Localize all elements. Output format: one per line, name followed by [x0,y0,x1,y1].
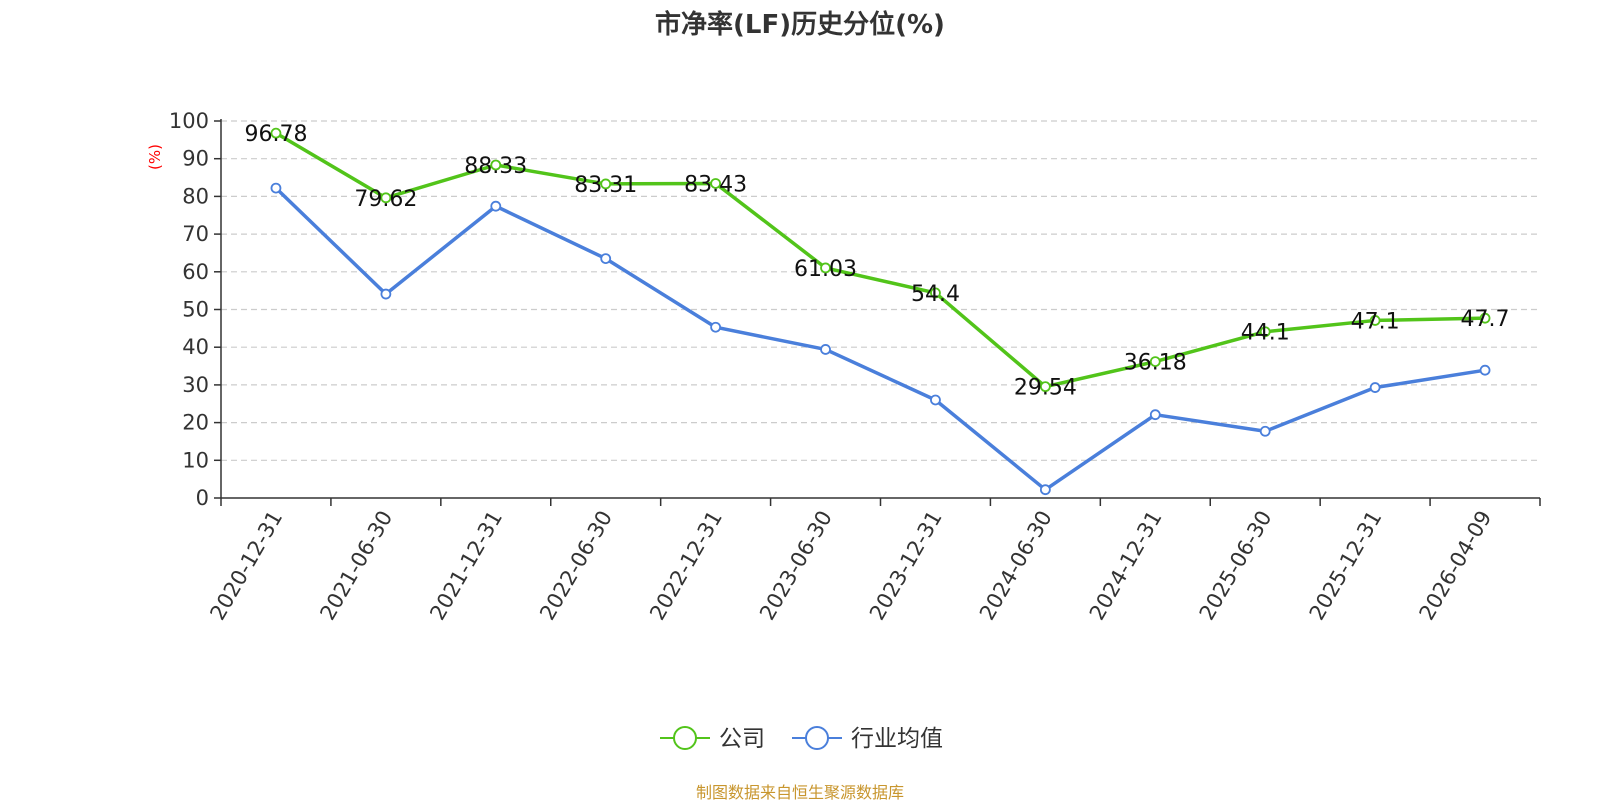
data-label-s0-4: 83.43 [684,172,747,197]
point-s0-1[interactable] [380,192,392,204]
series-lines [270,127,1491,496]
x-tick-label-2025-12-31: 2025-12-31 [1305,507,1387,625]
point-s1-3[interactable] [600,253,612,265]
x-tick-label-2022-06-30: 2022-06-30 [535,507,617,625]
point-s0-9[interactable] [1259,326,1271,338]
data-label-s0-1: 79.62 [354,187,417,212]
point-s0-7[interactable] [1039,381,1051,393]
y-axis-label: (%) [146,144,164,170]
point-s1-11[interactable] [1479,364,1491,376]
legend-label-1: 行业均值 [851,726,943,752]
y-tick-label-90: 90 [182,147,209,171]
data-labels: 96.78 79.62 88.33 83.31 83.43 61.03 54.4 29.54 3… [244,122,1509,400]
y-tick-label-10: 10 [182,448,209,472]
x-tick-label-2023-06-30: 2023-06-30 [755,507,837,625]
point-s0-4[interactable] [710,178,722,189]
x-tick-label-2025-06-30: 2025-06-30 [1195,507,1277,625]
point-s1-5[interactable] [820,344,831,355]
point-s1-8[interactable] [1149,409,1161,421]
data-label-s0-11: 47.7 [1461,307,1510,332]
legend-marker-icon-1 [805,726,829,750]
legend[interactable]: 公司 行业均值 [660,726,943,752]
legend-marker-icon-0 [673,726,697,750]
point-s1-0[interactable] [270,182,282,194]
point-s1-6[interactable] [930,394,941,406]
point-s0-11[interactable] [1479,312,1491,324]
y-tick-label-0: 0 [196,486,209,510]
point-s1-10[interactable] [1369,382,1381,393]
legend-label-0: 公司 [719,726,765,752]
legend-item-0[interactable]: 公司 [660,726,765,752]
point-s1-4[interactable] [710,321,722,333]
point-s1-9[interactable] [1259,425,1271,437]
y-tick-label-60: 60 [182,260,209,284]
point-s0-10[interactable] [1369,315,1381,326]
y-tick-label-40: 40 [182,335,209,359]
series-line-1 [274,186,1486,492]
point-s0-6[interactable] [930,287,941,299]
y-tick-label-80: 80 [182,184,209,208]
y-tick-label-70: 70 [182,222,209,246]
point-s0-5[interactable] [820,262,831,274]
x-tick-label-2020-12-31: 2020-12-31 [205,507,287,625]
point-s1-2[interactable] [490,200,502,212]
source-note: 制图数据来自恒生聚源数据库 [695,783,904,802]
data-label-s0-3: 83.31 [574,173,637,198]
data-label-s0-6: 54.4 [911,282,960,307]
x-tick-label-2021-12-31: 2021-12-31 [425,506,507,624]
chart-title: 市净率(LF)历史分位(%) [655,10,945,40]
y-tick-label-20: 20 [182,411,209,435]
data-label-s0-9: 44.1 [1241,321,1290,346]
data-label-s0-5: 61.03 [794,257,857,282]
x-tick-label-2024-06-30: 2024-06-30 [975,507,1057,625]
x-tick-label-2023-12-31: 2023-12-31 [865,506,947,624]
x-tick-label-2024-12-31: 2024-12-31 [1085,507,1167,625]
data-label-s0-0: 96.78 [244,122,307,147]
x-tick-label-2026-04-09: 2026-04-09 [1415,507,1497,625]
data-label-s0-8: 36.18 [1124,351,1187,376]
series-line-0 [275,131,1486,389]
point-s1-1[interactable] [380,288,392,300]
x-tick-label-2022-12-31: 2022-12-31 [645,507,727,625]
point-s0-3[interactable] [600,178,612,190]
point-s1-7[interactable] [1039,484,1051,496]
data-label-s0-7: 29.54 [1014,376,1077,401]
point-s0-0[interactable] [270,127,282,139]
legend-item-1[interactable]: 行业均值 [792,726,943,752]
data-label-s0-2: 88.33 [464,154,527,179]
y-tick-label-50: 50 [182,298,209,322]
point-s0-2[interactable] [490,159,502,171]
gridlines [221,120,1540,461]
y-tick-label-100: 100 [169,109,209,133]
data-label-s0-10: 47.1 [1351,309,1400,334]
y-tick-label-30: 30 [182,373,209,397]
point-s0-8[interactable] [1149,356,1161,368]
x-tick-label-2021-06-30: 2021-06-30 [315,507,397,625]
